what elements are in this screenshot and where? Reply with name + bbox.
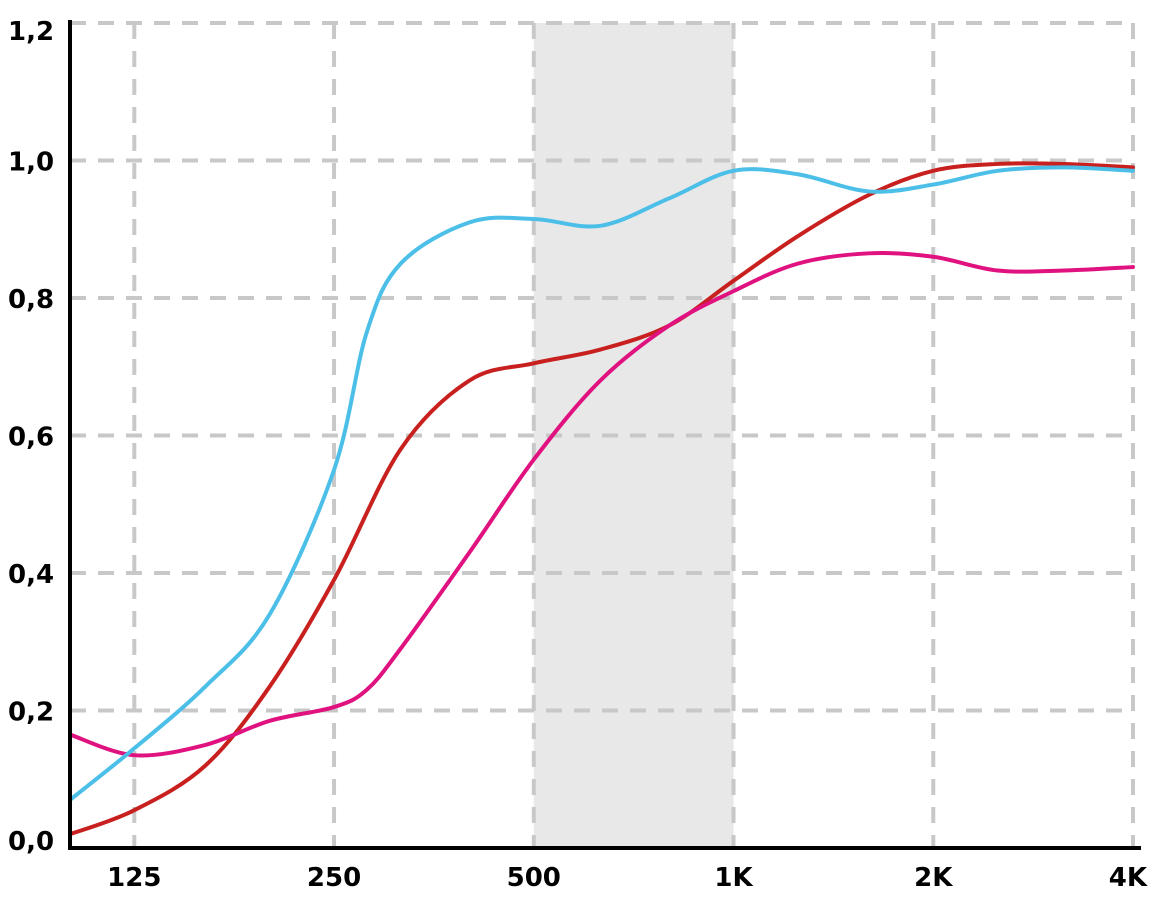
y-tick-label: 1,0 — [8, 148, 54, 178]
x-tick-label: 250 — [307, 863, 361, 893]
x-tick-label: 1K — [714, 863, 753, 893]
x-tick-label: 125 — [107, 863, 161, 893]
x-tick-label: 2K — [914, 863, 953, 893]
y-tick-label: 0,2 — [8, 698, 54, 728]
y-tick-label: 1,2 — [8, 17, 54, 47]
x-tick-label: 500 — [507, 863, 561, 893]
x-tick-label: 4K — [1109, 863, 1148, 893]
y-tick-label: 0,4 — [8, 560, 54, 590]
y-tick-label: 0,6 — [8, 423, 54, 453]
y-tick-label: 0,8 — [8, 285, 54, 315]
y-tick-label: 0,0 — [8, 827, 54, 857]
